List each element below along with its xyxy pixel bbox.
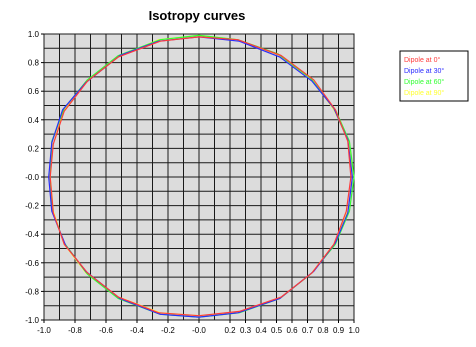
legend-entry: Dipole at 30° xyxy=(404,67,444,75)
legend-entry: Dipole at 60° xyxy=(404,78,444,86)
legend-entry: Dipole at 90° xyxy=(404,89,444,97)
isotropy-curves xyxy=(48,34,355,318)
y-tick-label: -0.0 xyxy=(25,173,39,182)
y-tick-label: 0.6 xyxy=(28,87,40,96)
y-tick-label: -0.8 xyxy=(25,287,39,296)
x-tick-label: -1.0 xyxy=(37,326,51,335)
x-tick-label: 1.0 xyxy=(348,326,360,335)
legend-box xyxy=(399,50,469,102)
x-tick-label: 0.3 xyxy=(240,326,252,335)
y-tick-label: 0.2 xyxy=(28,144,40,153)
x-tick-label: 0.6 xyxy=(286,326,298,335)
y-tick-label: -0.4 xyxy=(25,230,39,239)
x-tick-label: -0.6 xyxy=(99,326,113,335)
y-tick-label: -1.0 xyxy=(25,316,39,325)
y-tick-label: -0.6 xyxy=(25,259,39,268)
series-line xyxy=(48,36,353,318)
y-tick-label: 0.4 xyxy=(28,116,40,125)
x-tick-label: -0.4 xyxy=(130,326,144,335)
x-tick-label: 0.4 xyxy=(255,326,267,335)
grid-lines xyxy=(43,33,355,321)
x-tick-label: -0.2 xyxy=(161,326,175,335)
x-tick-label: 0.8 xyxy=(317,326,329,335)
x-tick-label: 0.5 xyxy=(271,326,283,335)
x-tick-label: 0.2 xyxy=(224,326,236,335)
y-tick-label: -0.2 xyxy=(25,202,39,211)
x-tick-label: 0.7 xyxy=(302,326,314,335)
chart-title: Isotropy curves xyxy=(149,8,246,23)
legend-entry: Dipole at 0° xyxy=(404,56,440,64)
y-tick-label: 0.8 xyxy=(28,59,40,68)
legend: Dipole at 0° Dipole at 30° Dipole at 60° Di… xyxy=(399,50,469,102)
x-axis-ticks: -1.0 -0.8 -0.6 -0.4 -0.2 -0.0 0.2 0.3 0.4 0.5 0.6 0… xyxy=(37,320,360,335)
x-tick-label: -0.8 xyxy=(68,326,82,335)
y-tick-label: 1.0 xyxy=(28,30,40,39)
x-tick-label: 0.9 xyxy=(333,326,345,335)
y-axis-ticks: 1.0 0.8 0.6 0.4 0.2 -0.0 -0.2 -0.4 -0.6 -0.8 -1.0 xyxy=(25,30,44,325)
series-line xyxy=(49,36,352,317)
x-tick-label: -0.0 xyxy=(192,326,206,335)
